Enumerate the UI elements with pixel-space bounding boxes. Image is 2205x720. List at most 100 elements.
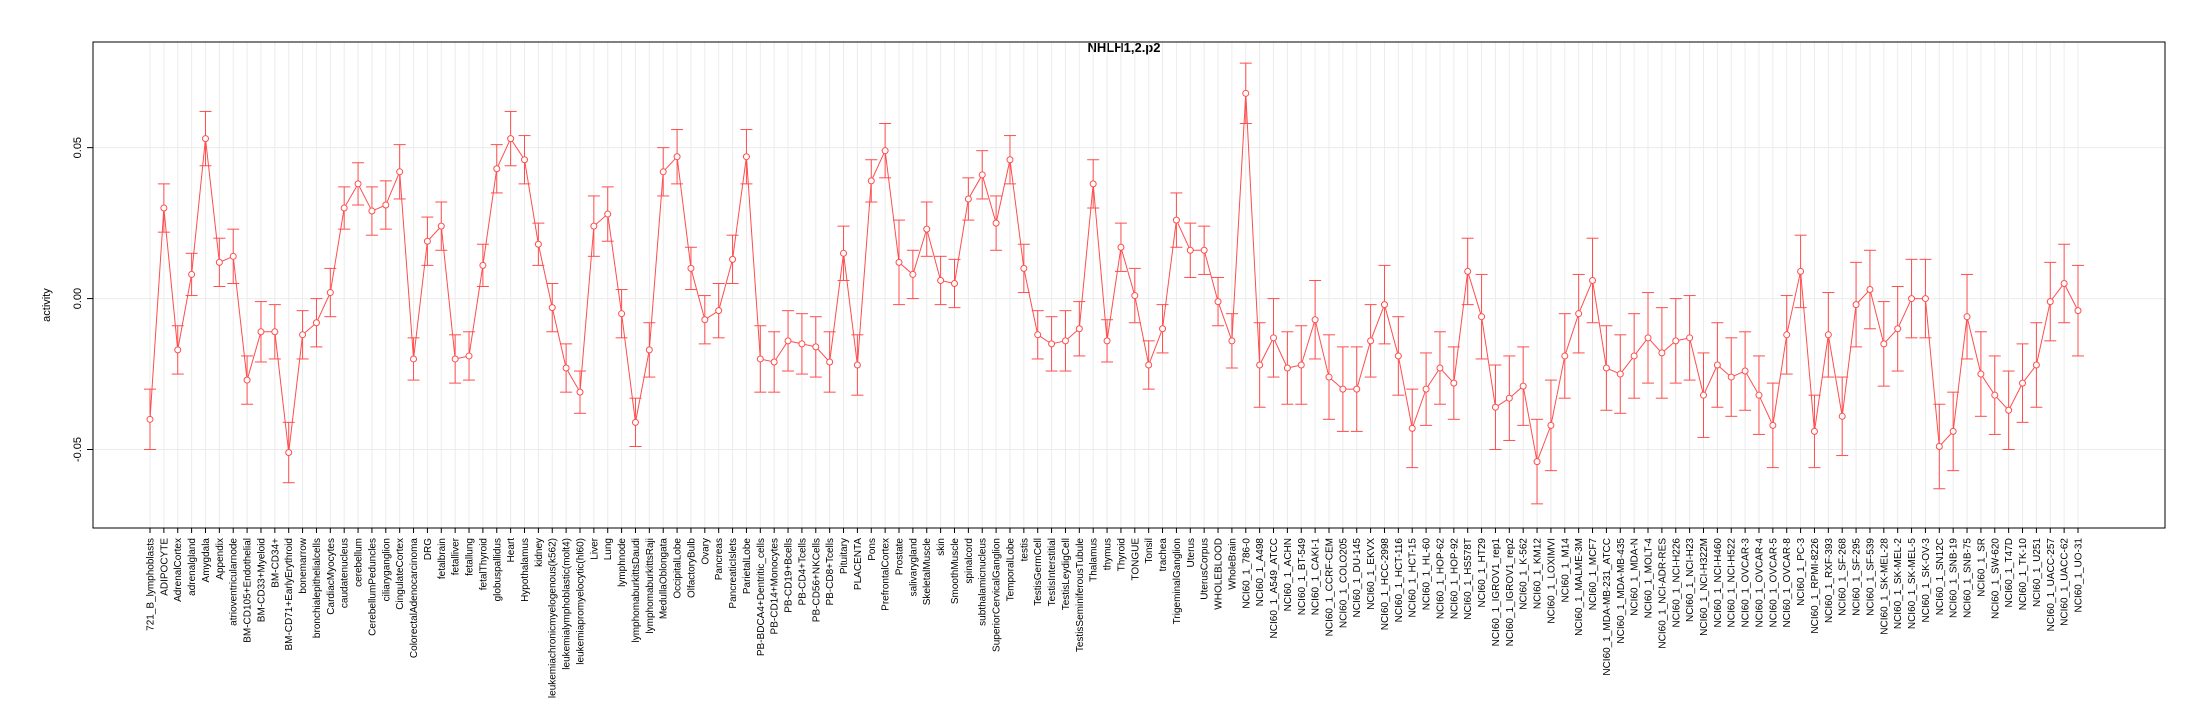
data-point bbox=[1575, 310, 1583, 318]
x-tick-label: ciliaryganglion bbox=[381, 538, 392, 601]
data-point bbox=[299, 331, 307, 339]
x-tick-label: NCI60_1_DU-145 bbox=[1352, 538, 1363, 618]
data-point bbox=[1450, 379, 1458, 387]
data-point bbox=[895, 258, 903, 266]
data-point bbox=[1117, 243, 1125, 251]
data-point bbox=[507, 135, 515, 143]
x-tick-label: NCI60_1_RXF-393 bbox=[1824, 538, 1835, 623]
data-point bbox=[382, 201, 390, 209]
x-tick-label: NCI60_1_MCF7 bbox=[1588, 538, 1599, 611]
data-point bbox=[1755, 391, 1763, 399]
x-tick-label: cerebellum bbox=[354, 538, 365, 587]
x-tick-label: NCI60_1_M14 bbox=[1560, 538, 1571, 603]
x-tick-label: NCI60_1_OVCAR-3 bbox=[1741, 538, 1752, 628]
x-tick-label: adrenalgland bbox=[187, 538, 198, 596]
data-point bbox=[521, 156, 529, 164]
x-tick-label: ParietalLobe bbox=[742, 538, 753, 595]
data-point bbox=[1630, 352, 1638, 360]
data-point bbox=[1242, 89, 1250, 97]
data-point bbox=[1103, 337, 1111, 345]
data-point bbox=[423, 237, 431, 245]
x-tick-label: NCI60_1_SF-295 bbox=[1852, 538, 1863, 616]
y-tick-label: 0.00 bbox=[72, 288, 84, 309]
data-point bbox=[673, 153, 681, 161]
data-point bbox=[1478, 313, 1486, 321]
data-point bbox=[923, 225, 931, 233]
x-tick-label: CardiacMyocytes bbox=[326, 538, 337, 615]
data-point bbox=[1921, 295, 1929, 303]
error-bars bbox=[144, 62, 2084, 505]
x-tick-label: NCI60_1_HS578T bbox=[1463, 538, 1474, 620]
x-tick-label: NCI60_1_SN12C bbox=[1935, 538, 1946, 615]
data-point bbox=[729, 255, 737, 263]
data-point bbox=[1186, 246, 1194, 254]
x-tick-label: OlfactoryBulb bbox=[686, 538, 697, 598]
x-tick-label: Thyroid bbox=[1116, 538, 1127, 571]
data-point bbox=[1602, 364, 1610, 372]
data-point bbox=[1713, 361, 1721, 369]
x-tick-label: NCI60_1_SK-MEL-28 bbox=[1879, 538, 1890, 635]
data-point bbox=[1283, 364, 1291, 372]
data-point bbox=[2019, 379, 2027, 387]
data-point bbox=[243, 376, 251, 384]
x-tick-label: lymphnode bbox=[617, 538, 628, 587]
x-tick-label: skin bbox=[936, 538, 947, 556]
data-point bbox=[950, 279, 958, 287]
x-tick-label: PB-CD14+Monocytes bbox=[770, 538, 781, 634]
y-tick-label: -0.05 bbox=[72, 437, 84, 462]
x-tick-label: NCI60_1_HCT-116 bbox=[1394, 538, 1405, 623]
x-tick-label: NCI60_1_IGROV1_rep1 bbox=[1491, 538, 1502, 647]
x-tick-label: TONGUE bbox=[1130, 538, 1141, 581]
data-point bbox=[201, 135, 209, 143]
data-point bbox=[1311, 316, 1319, 324]
x-tick-label: Ovary bbox=[700, 538, 711, 565]
x-tick-label: fetalliver bbox=[451, 537, 462, 575]
data-point bbox=[271, 328, 279, 336]
x-tick-label: PancreaticIslets bbox=[728, 538, 739, 609]
data-point bbox=[1491, 403, 1499, 411]
data-point bbox=[1838, 412, 1846, 420]
data-point bbox=[1048, 340, 1056, 348]
data-point bbox=[1075, 325, 1083, 333]
x-tick-label: UterusCorpus bbox=[1200, 538, 1211, 600]
plot-frame bbox=[92, 41, 2166, 529]
x-tick-label: ADIPOCYTE bbox=[159, 538, 170, 596]
data-point bbox=[1353, 385, 1361, 393]
x-tick-label: PB-BDCA4+Dentritic_cells bbox=[756, 538, 767, 656]
data-point bbox=[479, 261, 487, 269]
x-tick-label: AdrenalCortex bbox=[173, 538, 184, 602]
data-point bbox=[590, 222, 598, 230]
x-tick-label: NCI60_1_UACC-62 bbox=[2060, 538, 2071, 626]
x-tick-label: PLACENTA bbox=[853, 538, 864, 590]
data-point bbox=[826, 358, 834, 366]
x-tick-label: PB-CD4+Tcells bbox=[797, 538, 808, 606]
data-point bbox=[562, 364, 570, 372]
data-point bbox=[1797, 267, 1805, 275]
data-point bbox=[992, 219, 1000, 227]
x-tick-label: BM-CD34+ bbox=[270, 538, 281, 588]
x-tick-label: NCI60_1_OVCAR-8 bbox=[1782, 538, 1793, 628]
data-point bbox=[548, 304, 556, 312]
x-tick-label: Hypothalamus bbox=[520, 538, 531, 602]
data-point bbox=[312, 319, 320, 327]
x-tick-label: bronchialepithelialcells bbox=[312, 538, 323, 638]
x-tick-label: NCI60_1_IGROV1_rep2 bbox=[1505, 538, 1516, 647]
x-tick-label: TestisLeydigCell bbox=[1061, 538, 1072, 610]
x-tick-label: NCI60_1_HOP-62 bbox=[1435, 538, 1446, 620]
data-point bbox=[1672, 337, 1680, 345]
data-point bbox=[1200, 246, 1208, 254]
data-point bbox=[1256, 361, 1264, 369]
x-tick-label: MedullaOblongata bbox=[659, 538, 670, 620]
data-point bbox=[1769, 421, 1777, 429]
x-tick-label: SmoothMuscle bbox=[950, 538, 961, 605]
x-tick-label: NCI60_1_SK-OV-3 bbox=[1921, 538, 1932, 623]
x-tick-label: NCI60_1_PC-3 bbox=[1796, 538, 1807, 606]
x-tick-label: salivarygland bbox=[908, 538, 919, 596]
x-tick-label: NCI60_1_HL-60 bbox=[1422, 538, 1433, 611]
data-point bbox=[326, 289, 334, 297]
x-tick-label: Pituitary bbox=[839, 538, 850, 574]
data-point bbox=[937, 276, 945, 284]
data-point bbox=[1547, 421, 1555, 429]
data-point bbox=[1145, 361, 1153, 369]
data-point bbox=[285, 449, 293, 457]
